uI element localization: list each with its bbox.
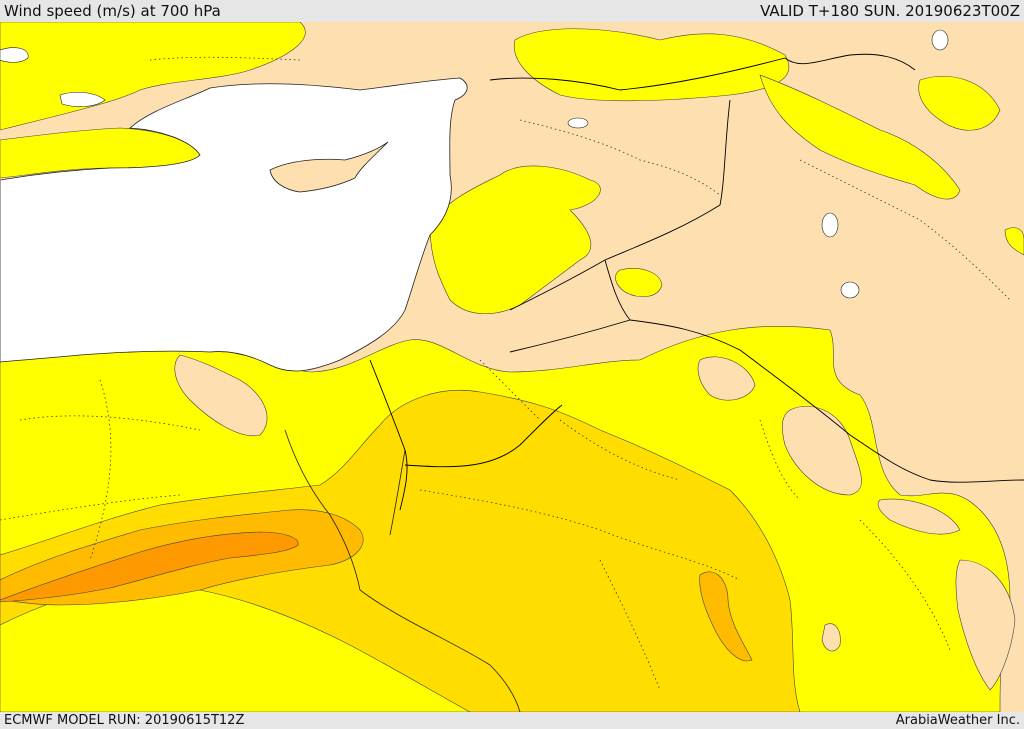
calm-patch-small (821, 623, 841, 652)
province-boundaries (0, 56, 1011, 691)
wind-moderate-core (0, 389, 801, 712)
footer-bar: ECMWF MODEL RUN: 20190615T12Z ArabiaWeat… (0, 712, 1024, 729)
lakes (567, 29, 949, 299)
lake-iraq-1 (821, 212, 839, 238)
wind-region-iraq (759, 74, 961, 200)
map-title: Wind speed (m/s) at 700 hPa (4, 2, 221, 20)
red-sea-coast (284, 429, 521, 712)
cyprus-island (269, 141, 389, 193)
lake-urmia (931, 29, 949, 51)
wind-region-northeast (918, 75, 1001, 131)
header-bar: Wind speed (m/s) at 700 hPa VALID T+180 … (0, 0, 1024, 22)
calm-patch-jordan (697, 356, 756, 401)
aegean-islands (0, 47, 106, 107)
model-run: ECMWF MODEL RUN: 20190615T12Z (4, 713, 245, 728)
wind-region-far-east (1004, 227, 1024, 256)
wind-strong-arabia (699, 571, 753, 662)
wind-moderate-regions (0, 389, 801, 712)
wind-map (0, 22, 1024, 712)
national-borders (369, 53, 1024, 511)
credit: ArabiaWeather Inc. (895, 713, 1020, 728)
wind-region-turkey-north (513, 28, 790, 102)
wind-very-strong-core (0, 531, 299, 603)
mediterranean-sea (0, 77, 468, 372)
wind-very-strong-regions (0, 531, 299, 603)
lake-iraq-2 (840, 281, 860, 299)
lake-tuz (567, 117, 589, 129)
valid-time: VALID T+180 SUN. 20190623T00Z (760, 2, 1020, 20)
calm-patch-se (955, 559, 1016, 691)
calm-patch-east (877, 498, 961, 535)
wind-region-small-iraq (615, 268, 663, 298)
wind-region-levant (429, 165, 601, 315)
calm-patch-sinai (174, 354, 268, 437)
